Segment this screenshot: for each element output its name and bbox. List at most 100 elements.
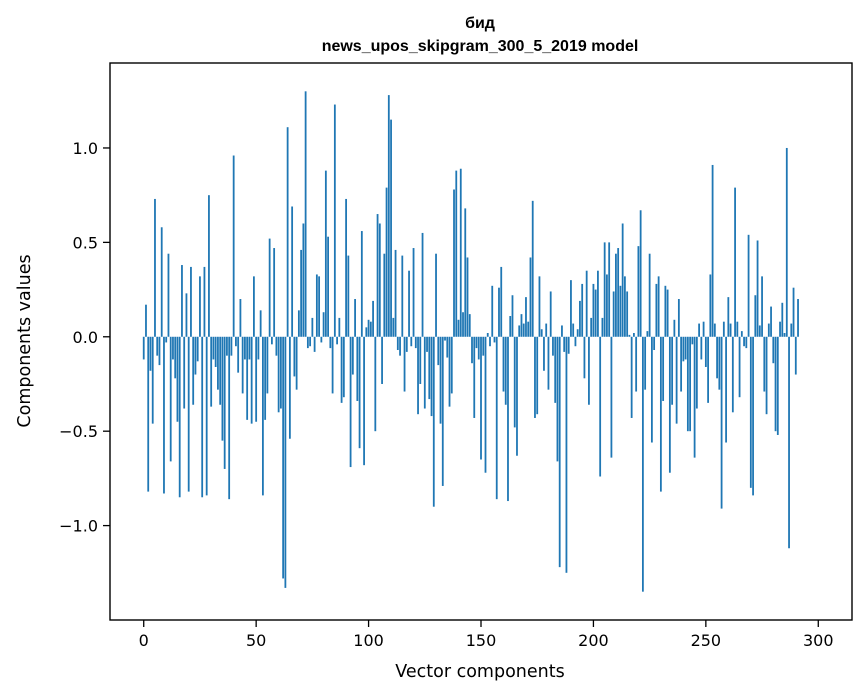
bar — [462, 312, 464, 337]
bar — [403, 336, 406, 392]
bar — [385, 187, 388, 337]
bar — [246, 336, 249, 420]
x-tick-label: 250 — [691, 631, 722, 650]
bar — [417, 336, 419, 415]
bar — [428, 336, 431, 400]
bar — [610, 336, 613, 458]
bar — [190, 266, 192, 337]
bar — [471, 336, 473, 364]
bar — [192, 336, 195, 405]
bar — [275, 336, 278, 356]
bar — [671, 336, 674, 405]
bar — [419, 336, 422, 384]
bar — [232, 155, 235, 337]
bar — [219, 336, 222, 405]
bar — [603, 242, 606, 337]
bar — [284, 336, 287, 588]
bar — [394, 249, 397, 337]
bar — [349, 336, 352, 468]
bar — [304, 91, 307, 337]
bar — [662, 336, 665, 401]
bar — [268, 238, 271, 337]
bar — [439, 336, 442, 424]
bar — [338, 317, 341, 337]
bar — [502, 336, 505, 392]
y-tick-label: −1.0 — [59, 517, 98, 536]
bar — [165, 336, 168, 343]
bar — [736, 321, 739, 337]
bar — [549, 291, 552, 337]
bar — [228, 336, 231, 500]
bar — [187, 336, 190, 492]
bar — [666, 289, 669, 337]
bar — [650, 336, 653, 443]
x-tick-label: 150 — [466, 631, 497, 650]
chart-title-line2: news_upos_skipgram_300_5_2019 model — [322, 38, 639, 55]
bar — [792, 287, 795, 337]
bar — [489, 336, 491, 347]
bar — [293, 336, 296, 377]
bar — [590, 317, 593, 337]
bar — [516, 336, 518, 456]
bar — [356, 336, 359, 401]
bar — [637, 246, 640, 337]
bar — [221, 336, 224, 441]
bar — [525, 297, 527, 337]
bar — [374, 336, 377, 432]
bar — [745, 336, 748, 349]
bar — [668, 336, 671, 473]
bar — [540, 329, 543, 337]
bar — [659, 336, 662, 492]
bar — [689, 336, 692, 432]
bar — [466, 257, 469, 337]
bar — [302, 223, 305, 337]
bar — [511, 295, 514, 337]
bar — [504, 336, 507, 405]
bar — [711, 164, 714, 337]
bar — [749, 336, 752, 488]
bar — [585, 270, 588, 337]
bar — [174, 336, 177, 379]
bar — [513, 336, 516, 428]
bar — [300, 249, 303, 337]
bar — [698, 323, 701, 337]
bar — [450, 336, 453, 394]
bar — [435, 253, 437, 337]
bar — [354, 299, 356, 337]
bar — [142, 336, 145, 360]
bar — [473, 336, 476, 418]
chart-title-line1: бид — [465, 15, 495, 32]
bar — [210, 336, 213, 407]
bar — [235, 336, 237, 347]
bar — [212, 336, 215, 360]
bar — [432, 336, 435, 507]
bar — [277, 336, 280, 413]
bar — [709, 274, 712, 337]
bar — [396, 336, 399, 350]
bar — [608, 242, 611, 337]
bar — [468, 314, 471, 337]
bar — [794, 336, 797, 375]
bar — [545, 323, 548, 337]
bar — [702, 321, 705, 337]
bar — [376, 214, 379, 337]
bar — [563, 336, 566, 352]
bar — [743, 336, 745, 347]
bar — [752, 336, 754, 496]
bar — [297, 310, 300, 337]
bar — [635, 336, 638, 392]
bar — [628, 334, 631, 337]
bar — [729, 323, 732, 337]
bar — [576, 329, 579, 337]
bar — [498, 287, 500, 337]
bar — [626, 291, 629, 337]
bar — [279, 336, 282, 409]
y-axis-ticks: −1.0 −0.5 0.0 0.5 1.0 — [59, 139, 110, 536]
bar — [367, 319, 370, 337]
bar — [763, 336, 766, 392]
x-tick-label: 50 — [246, 631, 266, 650]
bar — [493, 336, 496, 343]
bar — [154, 198, 156, 337]
bar — [455, 170, 458, 337]
bar — [241, 336, 244, 394]
